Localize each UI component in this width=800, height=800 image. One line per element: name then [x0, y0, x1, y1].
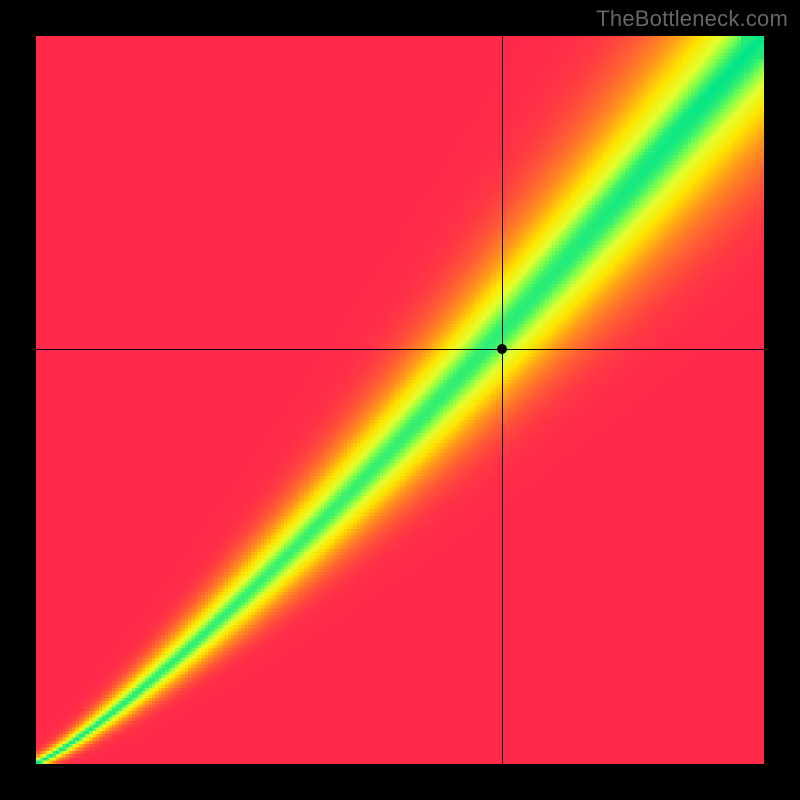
watermark-text: TheBottleneck.com: [596, 6, 788, 32]
heatmap-canvas: [36, 36, 764, 764]
chart-container: TheBottleneck.com: [0, 0, 800, 800]
plot-area[interactable]: [35, 35, 765, 765]
